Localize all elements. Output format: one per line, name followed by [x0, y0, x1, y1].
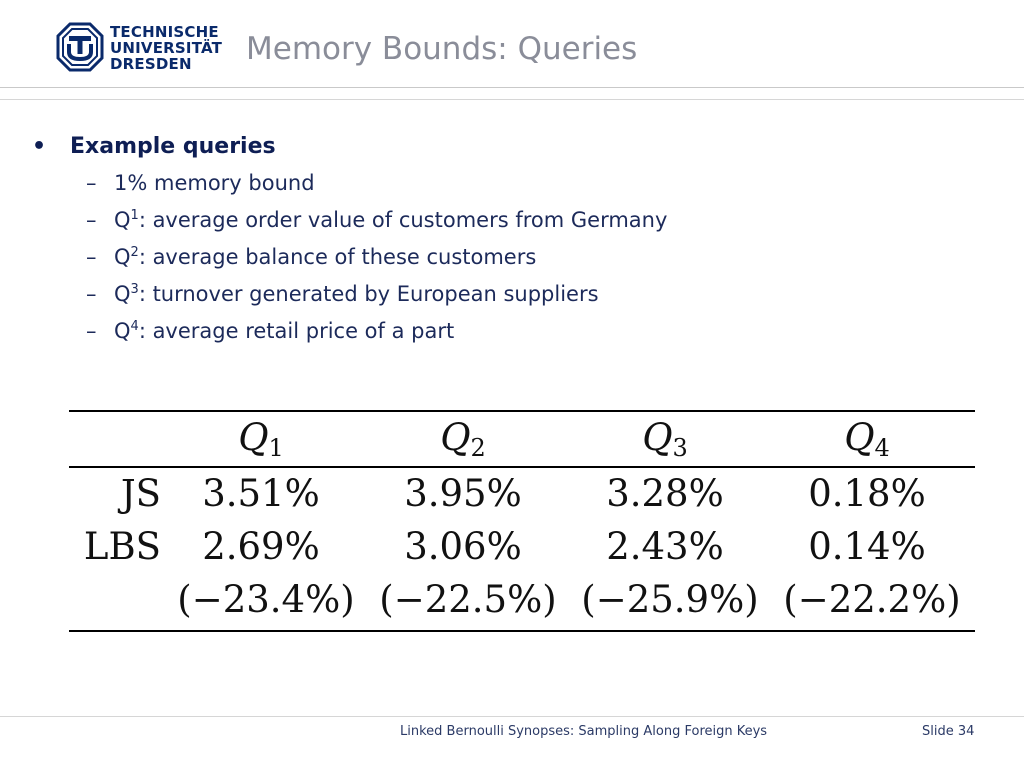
row-label-js: JS [120, 472, 161, 515]
query-subscript: 4 [130, 319, 139, 334]
query-symbol: Q [114, 319, 131, 343]
logo-line-1: TECHNISCHE [110, 23, 219, 41]
dash-icon: – [86, 245, 97, 269]
column-header-q2: Q2 [440, 416, 486, 462]
logo-line-2: UNIVERSITÄT [110, 39, 223, 57]
tu-dresden-logo: TECHNISCHE UNIVERSITÄT DRESDEN [56, 22, 226, 76]
table-top-rule [69, 410, 975, 412]
results-table: Q1 Q2 Q3 Q4 JS 3.51% 3.95% 3.28% 0.18% L… [69, 410, 975, 634]
column-header-q4: Q4 [844, 416, 890, 462]
column-header-q3: Q3 [642, 416, 688, 462]
dash-icon: – [86, 171, 97, 195]
logo-wordmark: TECHNISCHE UNIVERSITÄT DRESDEN [110, 24, 222, 72]
table-cell: 0.14% [808, 525, 926, 568]
dash-icon: – [86, 282, 97, 306]
sub-bullet-text: : average order value of customers from … [138, 208, 668, 232]
query-subscript: 1 [130, 208, 139, 223]
table-cell: 2.69% [202, 525, 320, 568]
dash-icon: – [86, 208, 97, 232]
sub-bullet-text: 1% memory bound [114, 171, 315, 195]
table-cell-change: (−22.5%) [379, 578, 557, 621]
row-label-lbs: LBS [83, 525, 161, 568]
logo-line-3: DRESDEN [110, 55, 192, 73]
table-cell: 3.06% [404, 525, 522, 568]
table-cell: 3.28% [606, 472, 724, 515]
table-cell-change: (−22.2%) [783, 578, 961, 621]
slide-title: Memory Bounds: Queries [246, 31, 638, 67]
footer-divider [0, 716, 1024, 717]
column-header-q1: Q1 [238, 416, 284, 462]
table-cell: 3.51% [202, 472, 320, 515]
header-divider [0, 87, 1024, 88]
table-cell: 2.43% [606, 525, 724, 568]
bullet-dot-icon: • [32, 134, 47, 159]
dash-icon: – [86, 319, 97, 343]
sub-bullet: – 1% memory bound [32, 171, 667, 208]
sub-bullet-text: : average retail price of a part [138, 319, 455, 343]
query-subscript: 2 [130, 245, 139, 260]
slide-number: Slide 34 [922, 724, 975, 739]
footer-title: Linked Bernoulli Synopses: Sampling Alon… [400, 724, 768, 739]
query-subscript: 3 [130, 282, 139, 297]
sub-bullet-text: : turnover generated by European supplie… [138, 282, 599, 306]
table-cell: 3.95% [404, 472, 522, 515]
table-cell-change: (−25.9%) [581, 578, 759, 621]
table-bottom-rule [69, 630, 975, 632]
tu-dresden-emblem-icon [56, 22, 104, 72]
bullet-heading: • Example queries [32, 134, 667, 171]
query-symbol: Q [114, 208, 131, 232]
table-cell: 0.18% [808, 472, 926, 515]
header-divider-lower [0, 99, 1024, 100]
query-symbol: Q [114, 245, 131, 269]
query-symbol: Q [114, 282, 131, 306]
sub-bullet-text: : average balance of these customers [138, 245, 537, 269]
bullet-heading-text: Example queries [70, 134, 276, 159]
table-cell-change: (−23.4%) [177, 578, 355, 621]
table-header-rule [69, 466, 975, 468]
